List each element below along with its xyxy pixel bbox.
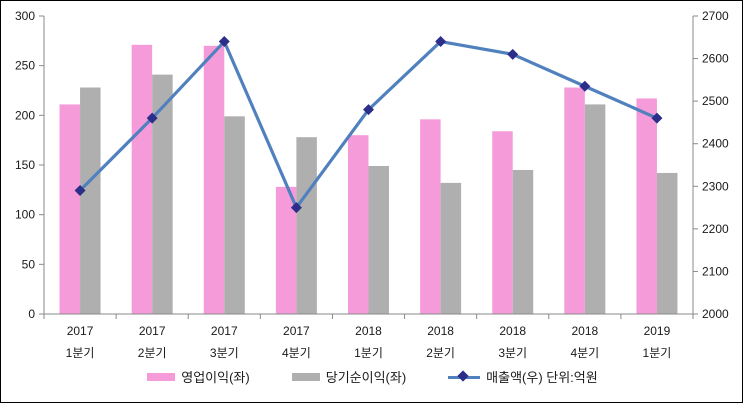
x-axis-label-quarter: 1분기 bbox=[354, 346, 383, 360]
x-axis-label-year: 2018 bbox=[355, 324, 382, 338]
net-income-bar bbox=[296, 137, 317, 314]
legend-swatch-icon bbox=[291, 372, 320, 381]
net-income-bar bbox=[224, 116, 245, 315]
x-axis-label-year: 2017 bbox=[211, 324, 238, 338]
legend-label: 당기순이익(좌) bbox=[325, 370, 407, 385]
net-income-bar bbox=[512, 169, 534, 314]
revenue-marker bbox=[579, 80, 591, 92]
operating-profit-bar bbox=[275, 186, 297, 314]
y-axis-left-label: 300 bbox=[15, 9, 35, 23]
y-axis-right-label: 2500 bbox=[702, 94, 729, 108]
y-axis-right-label: 2000 bbox=[702, 307, 729, 321]
operating-profit-bar bbox=[348, 135, 369, 314]
net-income-bar bbox=[656, 172, 678, 314]
legend-item: 영업이익(좌) bbox=[147, 367, 250, 386]
x-axis-label-quarter: 1분기 bbox=[643, 346, 672, 360]
operating-profit-bar bbox=[636, 98, 657, 315]
net-income-bar bbox=[152, 74, 173, 315]
y-axis-right-label: 2400 bbox=[702, 137, 729, 151]
x-axis-label-quarter: 2분기 bbox=[138, 346, 167, 360]
net-income-bar bbox=[368, 165, 389, 314]
legend-label: 매출액(우) 단위:억원 bbox=[486, 370, 598, 385]
y-axis-right-label: 2300 bbox=[702, 179, 729, 193]
revenue-marker bbox=[651, 112, 663, 124]
x-axis-label-year: 2017 bbox=[67, 324, 94, 338]
x-axis-label-quarter: 2분기 bbox=[426, 346, 455, 360]
legend: 영업이익(좌) 당기순이익(좌) 매출액(우) 단위:억원 bbox=[1, 367, 743, 386]
y-axis-right-label: 2200 bbox=[702, 222, 729, 236]
operating-profit-bar bbox=[59, 104, 81, 314]
y-axis-right-label: 2700 bbox=[702, 9, 729, 23]
net-income-bar bbox=[584, 104, 606, 314]
y-axis-right-label: 2100 bbox=[702, 264, 729, 278]
y-axis-right-label: 2600 bbox=[702, 52, 729, 66]
net-income-bar bbox=[80, 87, 101, 315]
revenue-marker bbox=[290, 202, 302, 214]
operating-profit-bar bbox=[492, 131, 513, 314]
x-axis-label-quarter: 4분기 bbox=[282, 346, 311, 360]
x-axis-label-year: 2017 bbox=[283, 324, 310, 338]
operating-profit-bar bbox=[420, 119, 441, 314]
x-axis-label-quarter: 3분기 bbox=[210, 346, 239, 360]
revenue-marker bbox=[507, 48, 519, 60]
revenue-marker bbox=[218, 36, 230, 48]
y-axis-left-label: 50 bbox=[22, 257, 36, 271]
legend-diamond-icon bbox=[457, 369, 469, 382]
legend-label: 영업이익(좌) bbox=[181, 370, 250, 385]
x-axis-label-year: 2017 bbox=[139, 324, 166, 338]
x-axis-label-quarter: 4분기 bbox=[570, 346, 599, 360]
x-axis-label-year: 2019 bbox=[644, 324, 671, 338]
revenue-marker bbox=[435, 36, 447, 48]
y-axis-left-label: 250 bbox=[15, 59, 35, 73]
legend-line-marker-icon bbox=[448, 369, 481, 383]
y-axis-left-label: 150 bbox=[15, 158, 35, 172]
operating-profit-bar bbox=[564, 87, 585, 315]
x-axis-label-year: 2018 bbox=[427, 324, 454, 338]
revenue-marker bbox=[74, 185, 86, 197]
revenue-marker bbox=[363, 104, 374, 116]
net-income-bar bbox=[440, 182, 462, 314]
x-axis-label-year: 2018 bbox=[571, 324, 598, 338]
operating-profit-bar bbox=[131, 44, 153, 314]
y-axis-left-label: 100 bbox=[15, 208, 35, 222]
x-axis-label-year: 2018 bbox=[499, 324, 526, 338]
legend-item: 당기순이익(좌) bbox=[291, 367, 407, 386]
x-axis-label-quarter: 3분기 bbox=[498, 346, 527, 360]
operating-profit-bar bbox=[203, 45, 225, 315]
x-axis-label-quarter: 1분기 bbox=[66, 346, 95, 360]
y-axis-left-label: 0 bbox=[28, 307, 35, 321]
y-axis-left-label: 200 bbox=[15, 108, 35, 122]
legend-item: 매출액(우) 단위:억원 bbox=[448, 367, 598, 386]
legend-swatch-icon bbox=[147, 372, 176, 381]
revenue-marker bbox=[146, 112, 158, 124]
